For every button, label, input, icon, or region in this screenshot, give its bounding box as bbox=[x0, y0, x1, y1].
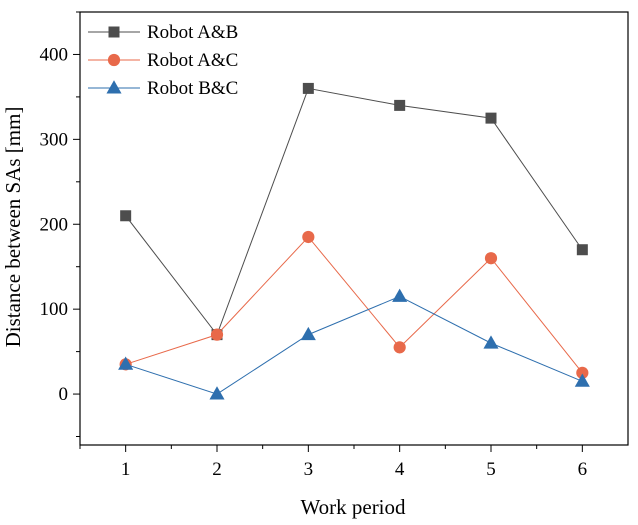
data-point-circle bbox=[302, 230, 315, 244]
data-point-square bbox=[485, 112, 497, 124]
legend-marker-triangle bbox=[106, 80, 122, 94]
y-tick-label: 200 bbox=[40, 214, 69, 235]
plot-frame bbox=[79, 11, 629, 446]
x-tick-label: 2 bbox=[212, 459, 222, 480]
data-point-triangle bbox=[483, 335, 499, 349]
x-axis: 1 2 3 4 5 6 bbox=[79, 445, 588, 480]
series-square bbox=[120, 82, 588, 341]
x-tick-label: 1 bbox=[121, 459, 131, 480]
y-tick-label: 0 bbox=[59, 384, 69, 405]
y-tick-label: 300 bbox=[40, 129, 69, 150]
legend-label: Robot A&C bbox=[147, 50, 238, 71]
legend: Robot A&B Robot A&C Robot B&C bbox=[88, 22, 238, 99]
y-axis: 0 100 200 300 400 bbox=[40, 11, 80, 438]
legend-label: Robot A&B bbox=[147, 22, 238, 43]
x-axis-title: Work period bbox=[300, 495, 406, 519]
y-axis-title: Distance between SAs [mm] bbox=[1, 107, 25, 348]
y-tick-label: 100 bbox=[40, 299, 69, 320]
data-point-square bbox=[394, 99, 406, 111]
data-point-triangle bbox=[392, 288, 408, 302]
series-triangle bbox=[118, 288, 590, 400]
data-point-circle bbox=[210, 328, 224, 341]
series-layer bbox=[118, 82, 590, 400]
data-point-square bbox=[576, 244, 588, 256]
series-line bbox=[125, 295, 583, 395]
series-line bbox=[125, 236, 583, 374]
series-circle bbox=[119, 230, 589, 379]
x-tick-label: 5 bbox=[486, 459, 496, 480]
legend-marker-square bbox=[108, 26, 120, 38]
data-point-triangle bbox=[118, 356, 134, 370]
plot-border bbox=[79, 11, 629, 446]
legend-marker-circle bbox=[107, 53, 121, 67]
legend-item: Robot B&C bbox=[88, 78, 238, 99]
x-tick-label: 6 bbox=[578, 459, 588, 480]
data-point-triangle bbox=[209, 386, 225, 400]
legend-item: Robot A&B bbox=[88, 22, 238, 43]
legend-item: Robot A&C bbox=[88, 50, 238, 71]
series-line bbox=[125, 87, 583, 336]
data-point-triangle bbox=[300, 326, 316, 341]
data-point-square bbox=[120, 210, 132, 222]
data-point-circle bbox=[484, 252, 498, 265]
data-point-square bbox=[302, 82, 314, 94]
y-tick-label: 400 bbox=[40, 44, 69, 65]
x-tick-label: 4 bbox=[395, 459, 405, 480]
x-tick-label: 3 bbox=[304, 459, 314, 480]
data-point-triangle bbox=[574, 373, 590, 387]
data-point-circle bbox=[576, 366, 589, 379]
legend-label: Robot B&C bbox=[147, 78, 238, 99]
data-point-circle bbox=[393, 341, 406, 354]
